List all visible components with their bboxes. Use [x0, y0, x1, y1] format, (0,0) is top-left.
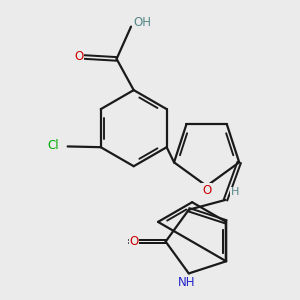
- Text: OH: OH: [133, 16, 151, 29]
- Text: H: H: [231, 187, 239, 197]
- Text: Cl: Cl: [47, 139, 59, 152]
- Text: O: O: [202, 184, 211, 197]
- Text: NH: NH: [178, 275, 196, 289]
- Text: O: O: [74, 50, 83, 63]
- Text: O: O: [130, 235, 139, 248]
